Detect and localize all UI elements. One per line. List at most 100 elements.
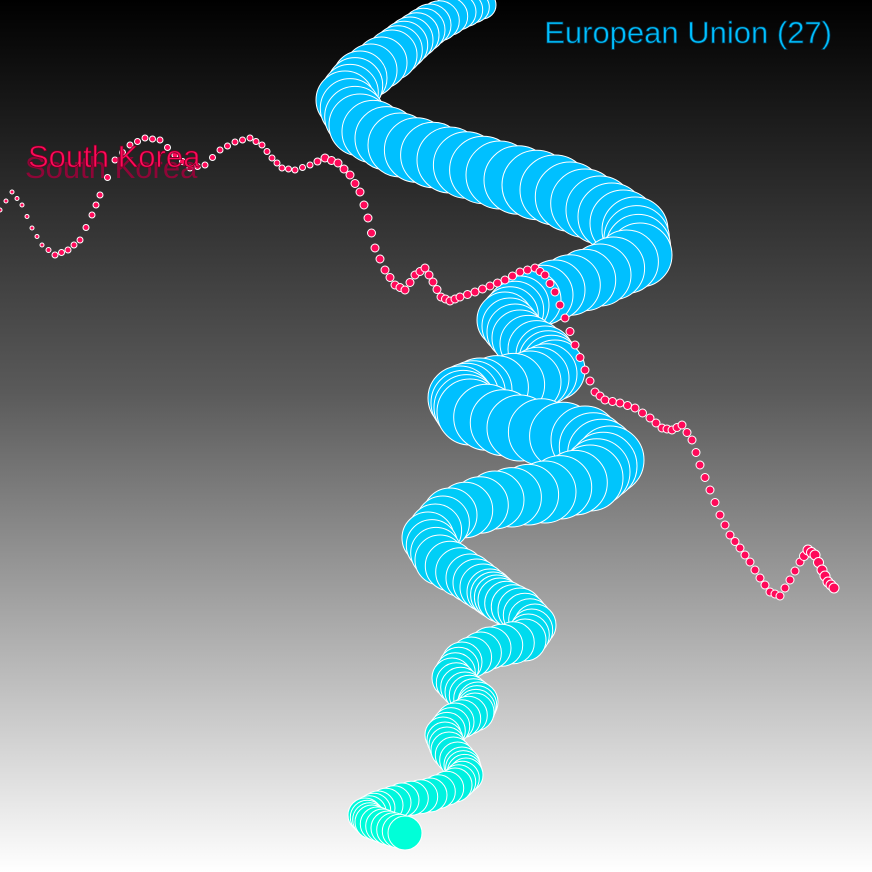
south-korea-point-99 [585, 376, 595, 386]
south-korea-point-1 [3, 198, 9, 204]
south-korea-point-42 [268, 154, 276, 162]
south-korea-point-71 [424, 270, 434, 280]
south-korea-point-120 [705, 485, 715, 495]
south-korea-point-67 [405, 278, 415, 287]
south-korea-point-15 [82, 224, 90, 231]
series-label-south-korea-shadow: South Korea [25, 150, 198, 185]
south-korea-point-22 [126, 141, 134, 149]
south-korea-point-35 [224, 142, 231, 150]
south-korea-point-24 [141, 134, 149, 142]
south-korea-point-121 [710, 498, 720, 507]
south-korea-point-102 [600, 395, 610, 405]
south-korea-point-6 [29, 225, 35, 231]
south-korea-point-94 [560, 313, 570, 323]
south-korea-point-33 [209, 154, 216, 161]
eu-point-177 [387, 815, 423, 851]
south-korea-point-83 [493, 278, 502, 288]
south-korea-point-4 [19, 202, 25, 208]
south-korea-point-2 [9, 189, 15, 195]
south-korea-point-57 [359, 200, 369, 210]
south-korea-point-37 [239, 136, 246, 144]
south-korea-point-12 [64, 246, 72, 254]
south-korea-point-119 [700, 473, 710, 482]
south-korea-point-5 [24, 214, 30, 219]
south-korea-point-29 [179, 158, 186, 165]
south-korea-point-18 [96, 191, 104, 199]
south-korea-point-136 [785, 575, 795, 585]
south-korea-point-82 [485, 281, 495, 291]
south-korea-point-123 [720, 520, 730, 530]
south-korea-point-34 [216, 146, 224, 154]
south-korea-point-40 [258, 141, 266, 149]
south-korea-point-79 [463, 290, 472, 299]
south-korea-point-95 [565, 327, 575, 336]
south-korea-point-26 [156, 136, 164, 144]
south-korea-point-122 [715, 510, 725, 520]
series-south-korea-markers [0, 134, 840, 601]
south-korea-point-41 [263, 148, 271, 155]
south-korea-point-61 [375, 254, 385, 264]
south-korea-point-54 [345, 170, 355, 180]
south-korea-point-9 [45, 247, 52, 253]
south-korea-point-25 [149, 135, 156, 143]
south-korea-point-21 [119, 149, 126, 156]
south-korea-point-27 [164, 144, 171, 151]
south-korea-point-66 [400, 285, 410, 295]
series-european-union-markers [315, 0, 673, 851]
south-korea-point-98 [580, 365, 590, 375]
south-korea-point-20 [111, 156, 119, 164]
south-korea-point-114 [677, 420, 687, 430]
south-korea-point-28 [171, 151, 179, 159]
south-korea-point-49 [313, 157, 322, 166]
south-korea-point-125 [730, 537, 740, 546]
south-korea-point-7 [34, 234, 40, 239]
south-korea-point-47 [299, 164, 306, 171]
south-korea-point-46 [291, 166, 299, 174]
south-korea-point-56 [355, 187, 365, 197]
south-korea-point-44 [278, 164, 286, 172]
south-korea-point-118 [695, 460, 705, 470]
south-korea-point-8 [39, 242, 45, 248]
south-korea-point-39 [252, 138, 260, 145]
south-korea-point-0 [0, 207, 3, 213]
south-korea-point-60 [370, 243, 380, 253]
south-korea-point-90 [540, 270, 550, 280]
south-korea-point-84 [500, 275, 510, 285]
south-korea-point-45 [285, 165, 292, 173]
south-korea-point-87 [523, 265, 532, 275]
south-korea-point-78 [455, 292, 465, 302]
south-korea-point-81 [478, 284, 487, 294]
south-korea-point-85 [508, 271, 517, 281]
series-label-european-union: European Union (27) [544, 15, 832, 50]
south-korea-point-92 [550, 287, 560, 297]
south-korea-point-108 [645, 413, 655, 423]
south-korea-point-43 [273, 159, 281, 167]
south-korea-point-16 [88, 211, 96, 219]
south-korea-point-97 [575, 353, 585, 362]
south-korea-point-53 [339, 164, 349, 174]
south-korea-point-14 [76, 236, 84, 244]
south-korea-point-126 [735, 543, 745, 553]
south-korea-point-38 [246, 134, 254, 142]
south-korea-point-17 [92, 201, 100, 209]
south-korea-point-130 [755, 573, 765, 583]
south-korea-point-55 [350, 179, 360, 188]
south-korea-point-23 [134, 138, 141, 145]
south-korea-point-137 [790, 566, 800, 576]
south-korea-point-93 [555, 300, 565, 310]
south-korea-point-72 [428, 277, 438, 287]
south-korea-point-91 [545, 279, 555, 288]
south-korea-point-128 [745, 557, 755, 567]
south-korea-point-19 [104, 174, 111, 181]
south-korea-point-3 [14, 196, 20, 201]
south-korea-point-36 [231, 138, 239, 146]
south-korea-point-124 [725, 530, 735, 540]
south-korea-point-103 [608, 397, 617, 406]
south-korea-point-115 [682, 428, 692, 437]
south-korea-point-109 [651, 418, 661, 428]
south-korea-point-134 [775, 591, 785, 601]
south-korea-point-80 [470, 287, 480, 297]
south-korea-point-32 [201, 161, 209, 169]
south-korea-point-117 [691, 448, 701, 457]
